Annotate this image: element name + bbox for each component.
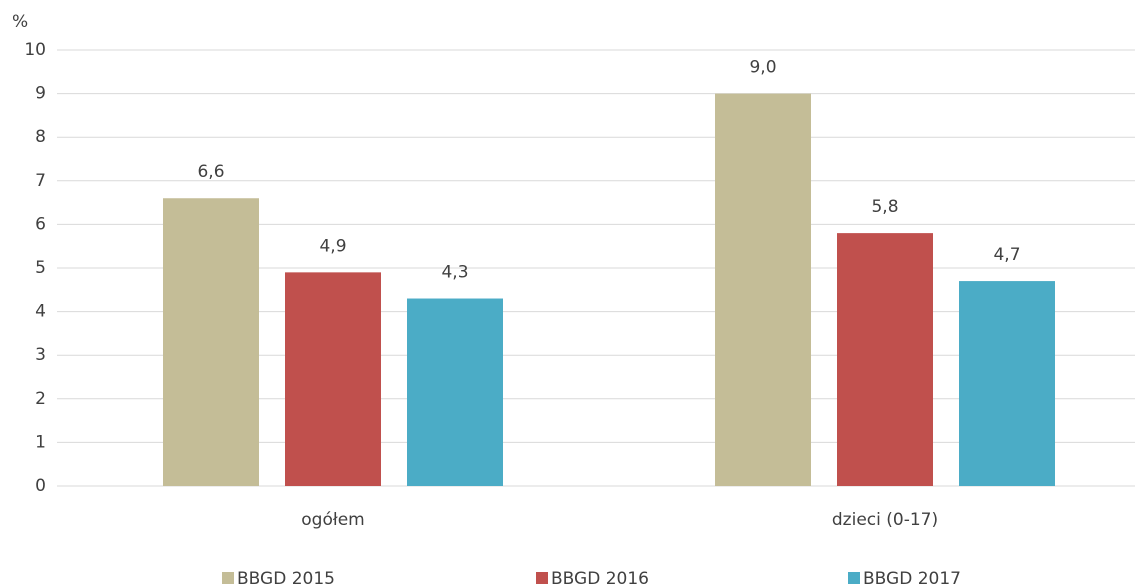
legend-label: BBGD 2017 [863,569,961,588]
legend-swatch [222,572,234,584]
bar [715,93,811,486]
data-label: 4,3 [441,263,468,283]
bar [959,281,1055,486]
data-label: 6,6 [197,162,224,182]
y-tick-label: 6 [35,214,46,234]
x-tick-label: dzieci (0-17) [832,510,938,530]
y-tick-label: 8 [35,127,46,147]
bar [163,198,259,487]
data-label: 4,7 [993,245,1020,265]
bar [285,272,381,486]
y-tick-label: 7 [35,171,46,191]
y-tick-label: 2 [35,389,46,409]
y-tick-label: 4 [35,302,46,322]
legend-swatch [536,572,548,584]
legend-label: BBGD 2016 [551,569,649,588]
y-tick-label: 1 [35,432,46,452]
legend-label: BBGD 2015 [237,569,335,588]
y-axis-label: % [12,12,28,32]
legend-swatch [848,572,860,584]
data-label: 9,0 [749,58,776,78]
y-tick-label: 0 [35,476,46,496]
bar [837,233,933,486]
y-tick-label: 9 [35,84,46,104]
bar [407,298,503,486]
y-tick-label: 5 [35,258,46,278]
data-label: 5,8 [871,197,898,217]
y-tick-label: 10 [24,40,46,60]
y-tick-label: 3 [35,345,46,365]
data-label: 4,9 [319,236,346,256]
x-tick-label: ogółem [301,510,364,530]
